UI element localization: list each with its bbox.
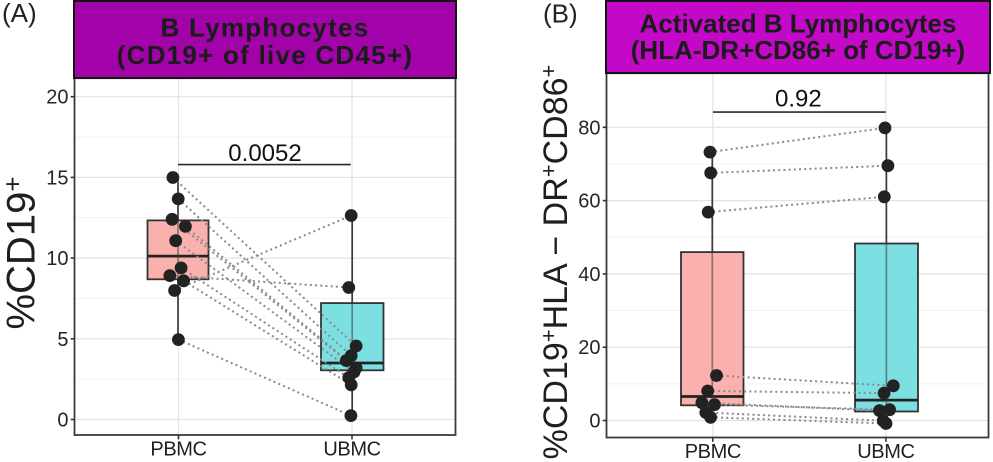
svg-text:UBMC: UBMC [857, 441, 914, 462]
svg-text:10: 10 [46, 248, 68, 270]
svg-text:0: 0 [57, 410, 68, 432]
svg-text:15: 15 [46, 167, 68, 189]
svg-text:40: 40 [578, 264, 600, 286]
svg-text:(A): (A) [2, 0, 37, 28]
svg-text:UBMC: UBMC [323, 439, 380, 461]
svg-text:(HLA-DR+CD86+ of CD19+): (HLA-DR+CD86+ of CD19+) [631, 35, 965, 65]
svg-text:80: 80 [578, 117, 600, 139]
svg-text:PBMC: PBMC [685, 441, 741, 462]
svg-text:0.92: 0.92 [775, 86, 822, 113]
svg-text:%CD19+HLA − DR+CD86+: %CD19+HLA − DR+CD86+ [536, 65, 575, 460]
svg-text:PBMC: PBMC [150, 439, 206, 461]
svg-text:Activated B Lymphocytes: Activated B Lymphocytes [640, 9, 957, 39]
svg-text:(B): (B) [543, 0, 578, 29]
svg-text:60: 60 [578, 191, 600, 213]
svg-text:0.0052: 0.0052 [228, 140, 301, 167]
svg-text:0: 0 [589, 411, 600, 433]
svg-text:(CD19+ of live CD45+): (CD19+ of live CD45+) [117, 40, 413, 70]
svg-text:B Lymphocytes: B Lymphocytes [161, 12, 370, 42]
svg-text:5: 5 [57, 329, 68, 351]
svg-text:20: 20 [578, 337, 600, 359]
svg-text:20: 20 [46, 87, 68, 109]
svg-text:%CD19+: %CD19+ [0, 176, 44, 329]
